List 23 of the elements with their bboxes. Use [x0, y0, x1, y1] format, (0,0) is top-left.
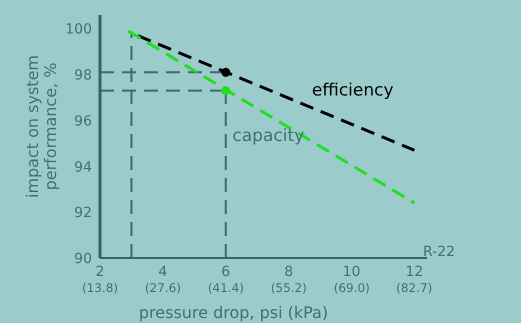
x-tick-label: 8 [284, 264, 294, 280]
x-tick-label: 4 [158, 264, 168, 280]
x2-tick-label: (82.7) [396, 281, 432, 295]
annotation: R-22 [423, 244, 456, 260]
y-tick-label: 96 [74, 113, 92, 130]
series-label: efficiency [312, 80, 394, 101]
y-tick-label: 92 [74, 205, 92, 222]
x-axis-title: pressure drop, psi (kPa) [138, 303, 328, 322]
x2-tick-label: (27.6) [144, 281, 181, 295]
x2-tick-label: (55.2) [270, 281, 307, 295]
y-tick-label: 100 [65, 22, 92, 38]
x-tick-label: 6 [221, 264, 230, 280]
x2-tick-label: (69.0) [334, 281, 370, 295]
x-tick-label: 10 [342, 264, 360, 280]
y-tick-label: 94 [74, 159, 92, 176]
y-tick-label: 90 [74, 250, 92, 267]
x2-tick-label: (41.4) [208, 281, 244, 295]
x-tick-label: 12 [406, 264, 424, 280]
x-tick-label: 2 [96, 264, 104, 280]
y-axis-title: impact on system performance, % [23, 54, 60, 198]
x2-tick-label: (13.8) [82, 281, 118, 295]
y-tick-label: 98 [74, 68, 92, 84]
series-label: capacity [232, 126, 304, 146]
